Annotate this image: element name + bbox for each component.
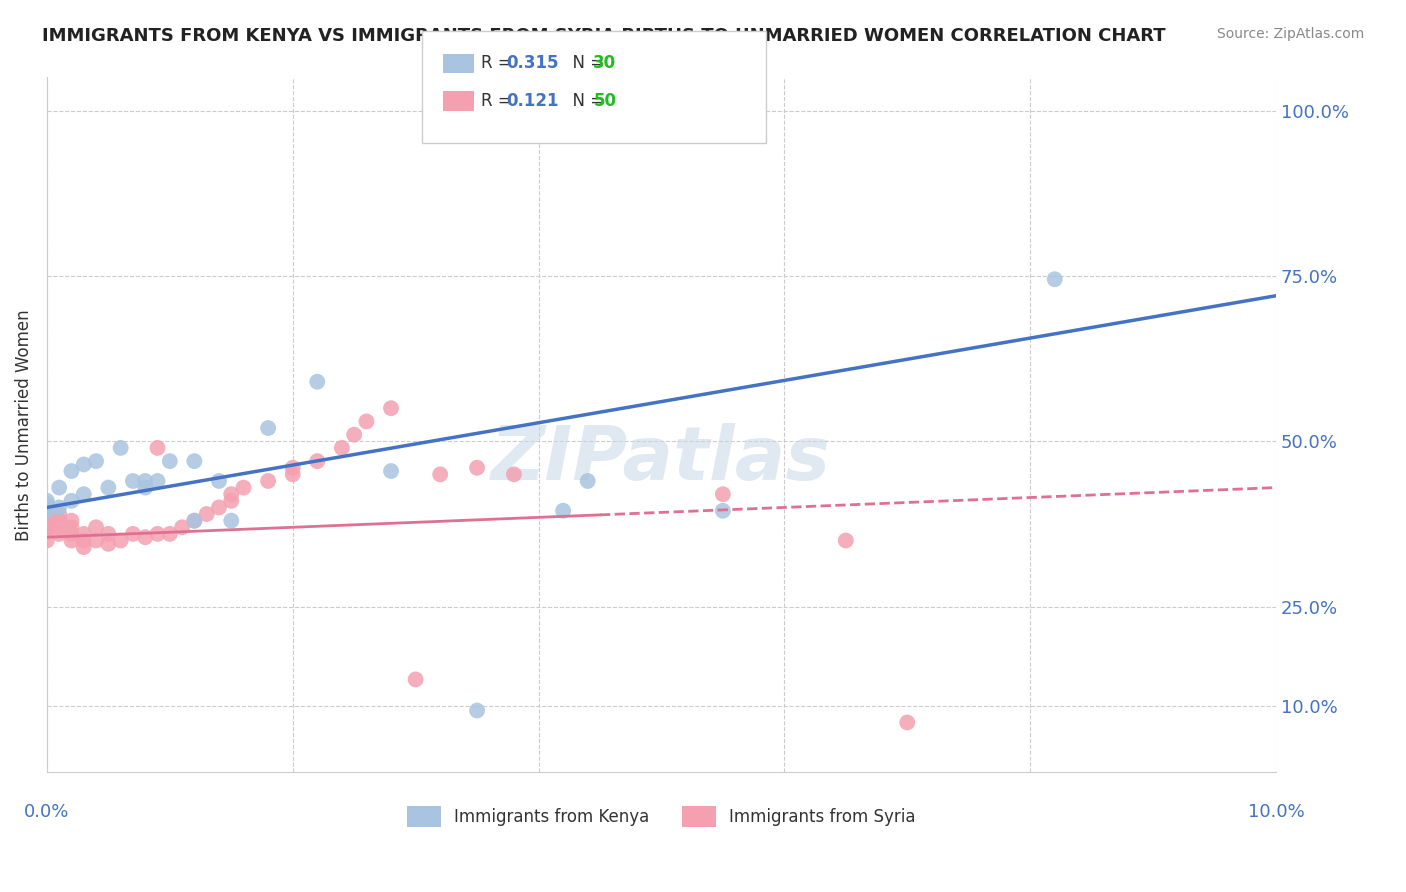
Point <box>134 481 156 495</box>
Text: R =: R = <box>481 54 517 72</box>
Text: 30: 30 <box>593 54 616 72</box>
Point <box>429 467 451 482</box>
Point <box>35 520 58 534</box>
Point <box>356 414 378 428</box>
Point <box>35 504 58 518</box>
Point <box>208 474 231 488</box>
Point <box>503 467 526 482</box>
Point <box>219 514 242 528</box>
Point <box>35 493 58 508</box>
Point <box>84 520 107 534</box>
Text: IMMIGRANTS FROM KENYA VS IMMIGRANTS FROM SYRIA BIRTHS TO UNMARRIED WOMEN CORRELA: IMMIGRANTS FROM KENYA VS IMMIGRANTS FROM… <box>42 27 1166 45</box>
Point <box>219 487 242 501</box>
Point <box>48 481 70 495</box>
Point <box>195 507 218 521</box>
Point <box>551 504 574 518</box>
Point <box>183 514 205 528</box>
Point <box>73 527 96 541</box>
Point <box>183 514 205 528</box>
Point <box>60 493 83 508</box>
Point <box>35 520 58 534</box>
Point <box>380 401 402 416</box>
Point <box>48 507 70 521</box>
Point <box>35 507 58 521</box>
Point <box>60 464 83 478</box>
Point <box>48 520 70 534</box>
Point <box>380 464 402 478</box>
Text: 0.0%: 0.0% <box>24 803 69 821</box>
Point <box>307 375 329 389</box>
Point <box>35 524 58 538</box>
Point <box>281 467 304 482</box>
Text: 0.315: 0.315 <box>506 54 558 72</box>
Point <box>97 527 120 541</box>
Point <box>219 493 242 508</box>
Point <box>73 458 96 472</box>
Point <box>97 481 120 495</box>
Point <box>122 527 145 541</box>
Point <box>60 527 83 541</box>
Point <box>307 454 329 468</box>
Point <box>159 454 181 468</box>
Point <box>208 500 231 515</box>
Point <box>257 421 280 435</box>
Text: 10.0%: 10.0% <box>1247 803 1305 821</box>
Text: ZIPatlas: ZIPatlas <box>492 423 831 496</box>
Point <box>134 530 156 544</box>
Legend: Immigrants from Kenya, Immigrants from Syria: Immigrants from Kenya, Immigrants from S… <box>401 799 922 833</box>
Point <box>835 533 858 548</box>
Point <box>405 673 427 687</box>
Text: 0.121: 0.121 <box>506 92 558 110</box>
Point <box>146 527 169 541</box>
Text: N =: N = <box>562 54 610 72</box>
Text: R =: R = <box>481 92 517 110</box>
Point <box>48 514 70 528</box>
Point <box>281 460 304 475</box>
Point <box>1043 272 1066 286</box>
Text: N =: N = <box>562 92 610 110</box>
Point <box>35 500 58 515</box>
Point <box>146 441 169 455</box>
Point <box>183 454 205 468</box>
Point <box>343 427 366 442</box>
Text: Source: ZipAtlas.com: Source: ZipAtlas.com <box>1216 27 1364 41</box>
Text: 50: 50 <box>593 92 616 110</box>
Point <box>159 527 181 541</box>
Point <box>110 533 132 548</box>
Point <box>35 497 58 511</box>
Point <box>257 474 280 488</box>
Point <box>330 441 353 455</box>
Point <box>465 704 488 718</box>
Point <box>48 527 70 541</box>
Point <box>576 474 599 488</box>
Point <box>711 487 734 501</box>
Y-axis label: Births to Unmarried Women: Births to Unmarried Women <box>15 309 32 541</box>
Point <box>711 504 734 518</box>
Point <box>465 460 488 475</box>
Point <box>35 514 58 528</box>
Point <box>172 520 194 534</box>
Point <box>146 474 169 488</box>
Point <box>97 537 120 551</box>
Point <box>110 441 132 455</box>
Point <box>84 533 107 548</box>
Point <box>73 540 96 554</box>
Point <box>60 520 83 534</box>
Point <box>35 510 58 524</box>
Point <box>134 474 156 488</box>
Point <box>60 514 83 528</box>
Point <box>232 481 254 495</box>
Point <box>84 454 107 468</box>
Point <box>60 533 83 548</box>
Point <box>48 500 70 515</box>
Point <box>73 533 96 548</box>
Point <box>73 487 96 501</box>
Point <box>896 715 918 730</box>
Point <box>122 474 145 488</box>
Point <box>35 533 58 548</box>
